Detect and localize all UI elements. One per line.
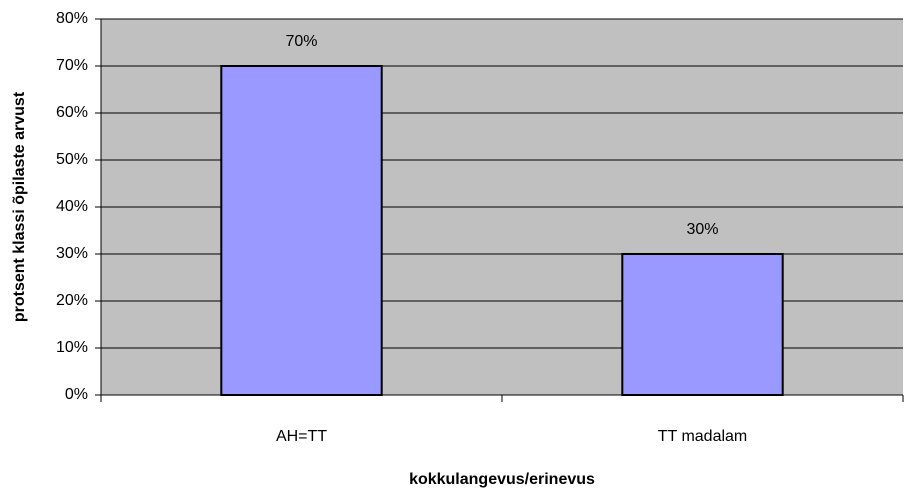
bar: [220, 65, 383, 396]
data-label: 70%: [285, 33, 317, 50]
y-tick-label: 60%: [56, 104, 88, 121]
bar: [621, 253, 784, 396]
y-tick-label: 30%: [56, 245, 88, 262]
y-tick-label: 50%: [56, 151, 88, 168]
y-axis-label: protsent klassi õpilaste arvust: [11, 91, 28, 322]
y-tick-label: 20%: [56, 292, 88, 309]
x-axis-label: kokkulangevus/erinevus: [409, 471, 595, 488]
x-tick-label: TT madalam: [658, 428, 748, 445]
x-tick-label: AH=TT: [276, 428, 327, 445]
y-tick-label: 10%: [56, 339, 88, 356]
y-tick-label: 40%: [56, 198, 88, 215]
y-tick-label: 0%: [65, 386, 88, 403]
y-tick-label: 80%: [56, 10, 88, 27]
data-label: 30%: [686, 221, 718, 238]
y-tick-label: 70%: [56, 57, 88, 74]
